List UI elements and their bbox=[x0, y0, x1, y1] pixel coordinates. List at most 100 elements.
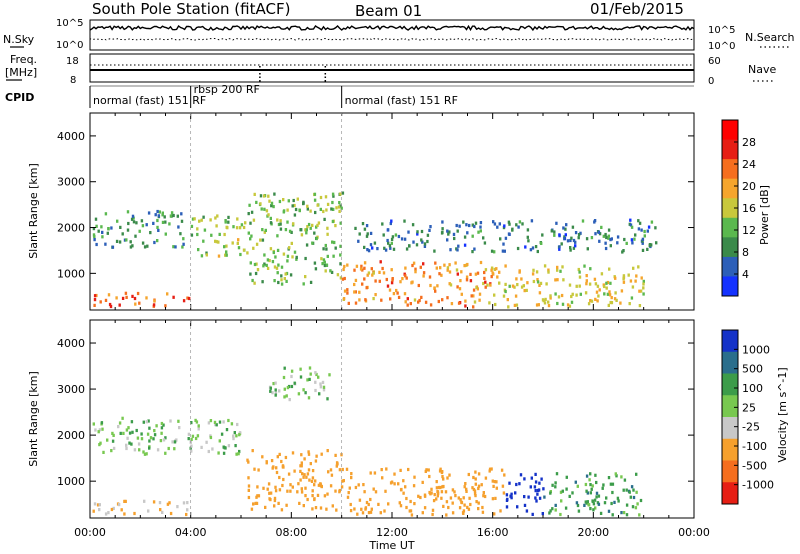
echo-cell bbox=[153, 433, 157, 437]
echo-cell bbox=[180, 212, 183, 216]
echo-cell bbox=[467, 472, 470, 477]
echo-cell bbox=[135, 221, 138, 225]
echo-cell bbox=[530, 219, 534, 223]
echo-cell bbox=[267, 482, 271, 486]
echo-cell bbox=[331, 219, 335, 224]
echo-cell bbox=[441, 220, 444, 224]
echo-cell bbox=[504, 264, 507, 268]
echo-cell bbox=[500, 468, 504, 472]
echo-cell bbox=[286, 220, 289, 224]
echo-cell bbox=[641, 248, 645, 252]
echo-cell bbox=[138, 448, 141, 452]
echo-cell bbox=[335, 464, 338, 468]
echo-cell bbox=[311, 241, 314, 245]
echo-cell bbox=[554, 481, 557, 485]
echo-cell bbox=[602, 234, 605, 238]
echo-cell bbox=[446, 238, 449, 242]
echo-cell bbox=[244, 221, 247, 225]
echo-cell bbox=[568, 304, 572, 308]
echo-cell bbox=[451, 488, 455, 492]
echo-cell bbox=[477, 501, 480, 505]
echo-cell bbox=[190, 421, 193, 425]
echo-cell bbox=[592, 502, 596, 506]
echo-cell bbox=[551, 483, 554, 487]
echo-cell bbox=[508, 222, 511, 226]
echo-cell bbox=[585, 274, 588, 278]
echo-cell bbox=[268, 497, 271, 501]
nsearch-trace bbox=[89, 37, 695, 41]
echo-cell bbox=[463, 264, 466, 268]
echo-cell bbox=[330, 270, 334, 274]
echo-cell bbox=[477, 507, 480, 511]
echo-cell bbox=[236, 217, 239, 221]
echo-cell bbox=[176, 214, 179, 218]
echo-cell bbox=[112, 506, 115, 510]
echo-cell bbox=[317, 483, 321, 487]
echo-cell bbox=[346, 288, 349, 292]
echo-cell bbox=[349, 502, 352, 507]
echo-cell bbox=[322, 247, 325, 251]
echo-cell bbox=[237, 452, 240, 456]
echo-cell bbox=[424, 300, 428, 304]
echo-cell bbox=[574, 480, 577, 484]
echo-cell bbox=[300, 228, 303, 232]
echo-cell bbox=[111, 439, 115, 443]
echo-cell bbox=[232, 225, 235, 229]
echo-cell bbox=[536, 492, 539, 496]
echo-cell bbox=[224, 219, 227, 223]
range-tick-label: 3000 bbox=[57, 176, 85, 189]
echo-cell bbox=[539, 281, 543, 285]
echo-cell bbox=[516, 505, 519, 509]
echo-cell bbox=[504, 289, 507, 294]
echo-cell bbox=[381, 266, 384, 271]
echo-cell bbox=[225, 244, 228, 248]
echo-cell bbox=[445, 500, 449, 504]
echo-cell bbox=[299, 478, 302, 482]
echo-cell bbox=[527, 239, 530, 243]
echo-cell bbox=[493, 512, 496, 516]
echo-cell bbox=[141, 241, 145, 245]
echo-cell bbox=[473, 224, 476, 229]
echo-cell bbox=[262, 194, 266, 198]
echo-cell bbox=[412, 484, 416, 488]
echo-cell bbox=[631, 241, 634, 245]
echo-cell bbox=[459, 279, 462, 283]
echo-cell bbox=[361, 282, 364, 286]
echo-cell bbox=[389, 246, 392, 250]
echo-cell bbox=[526, 228, 530, 232]
echo-cell bbox=[600, 272, 604, 276]
echo-cell bbox=[634, 506, 638, 510]
echo-cell bbox=[405, 505, 408, 510]
echo-cell bbox=[130, 217, 134, 221]
echo-cell bbox=[118, 303, 121, 307]
echo-cell bbox=[478, 298, 481, 302]
echo-cell bbox=[365, 224, 369, 228]
echo-cell bbox=[472, 305, 475, 309]
echo-cell bbox=[313, 231, 316, 235]
echo-cell bbox=[476, 271, 480, 275]
time-axis-ticks: 00:00 04:00 08:00 12:00 16:00 20:00 00:00 bbox=[74, 526, 710, 539]
echo-cell bbox=[465, 275, 469, 279]
echo-cell bbox=[93, 238, 96, 242]
echo-cell bbox=[110, 226, 113, 230]
nsky-tick-top: 10^5 bbox=[56, 18, 83, 29]
echo-cell bbox=[399, 280, 402, 284]
echo-cell bbox=[161, 510, 164, 514]
echo-cell bbox=[191, 217, 195, 221]
echo-cell bbox=[272, 205, 275, 209]
echo-cell bbox=[266, 258, 270, 262]
echo-cell bbox=[400, 237, 404, 241]
echo-cell bbox=[304, 256, 307, 261]
echo-cell bbox=[311, 469, 315, 473]
echo-cell bbox=[623, 478, 627, 482]
echo-cell bbox=[541, 233, 544, 237]
echo-cell bbox=[498, 222, 501, 226]
echo-cell bbox=[555, 472, 559, 476]
echo-cell bbox=[622, 249, 625, 253]
echo-cell bbox=[339, 204, 342, 208]
echo-cell bbox=[490, 266, 494, 270]
echo-cell bbox=[339, 244, 342, 248]
echo-cell bbox=[579, 231, 582, 235]
echo-cell bbox=[425, 468, 428, 472]
echo-cell bbox=[275, 470, 279, 475]
